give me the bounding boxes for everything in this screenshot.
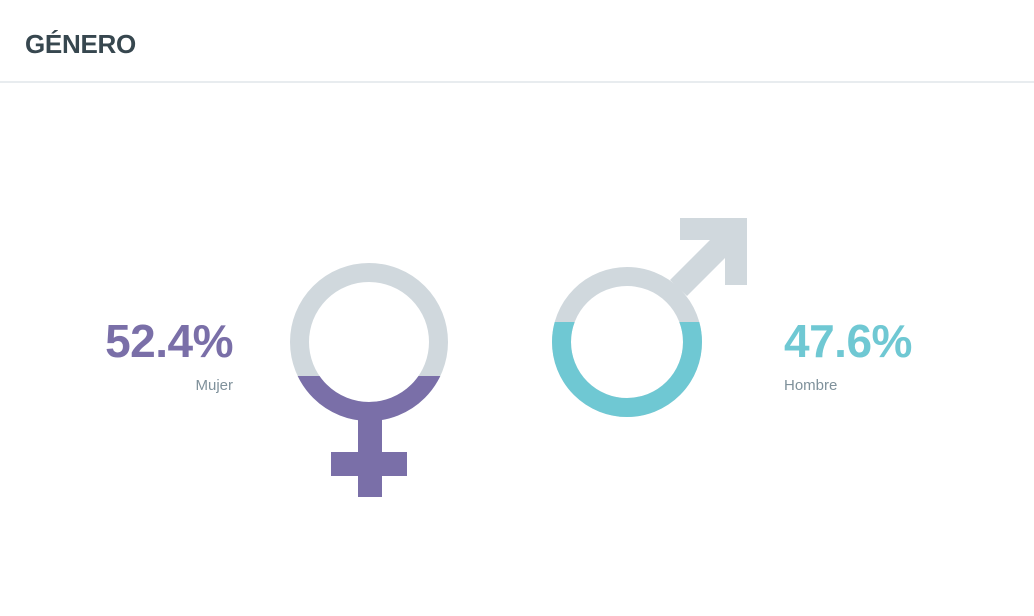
female-fill: [297, 376, 441, 497]
male-arrow: [670, 218, 747, 296]
female-symbol-icon: [290, 263, 448, 497]
card-title: GÉNERO: [25, 29, 136, 59]
male-label: Hombre: [784, 377, 838, 394]
female-label: Mujer: [195, 377, 233, 394]
male-percentage: 47.6%: [784, 315, 912, 367]
female-percentage: 52.4%: [105, 315, 233, 367]
card-header: GÉNERO: [0, 0, 1034, 83]
male-fill: [552, 322, 702, 417]
male-symbol-icon: [552, 218, 747, 417]
